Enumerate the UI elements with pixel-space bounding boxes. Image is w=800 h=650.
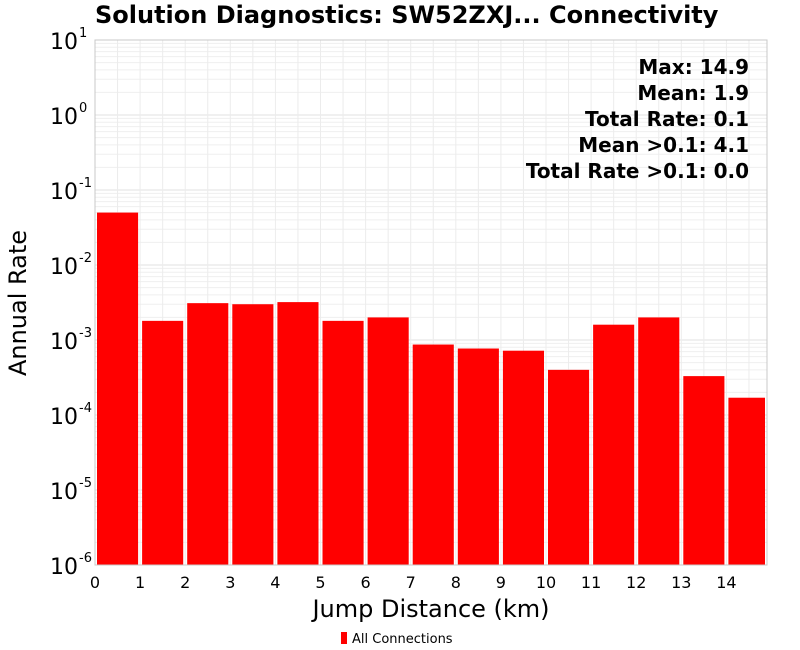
y-tick-label--2: 10 xyxy=(50,255,78,280)
y-tick-label-0: 10 xyxy=(50,105,78,130)
x-tick-label-10: 10 xyxy=(536,573,556,592)
bar-2 xyxy=(187,303,229,565)
x-tick-label-3: 3 xyxy=(225,573,235,592)
stat-annotation-1: Mean: 1.9 xyxy=(637,81,749,105)
x-tick-label-1: 1 xyxy=(135,573,145,592)
y-tick-exponent--3: -3 xyxy=(79,326,92,341)
plot-border xyxy=(94,39,768,566)
y-tick-exponent--4: -4 xyxy=(79,401,92,416)
stat-annotation-4: Total Rate >0.1: 0.0 xyxy=(526,159,749,183)
stat-annotation-0: Max: 14.9 xyxy=(638,55,749,79)
y-tick-exponent--5: -5 xyxy=(79,476,92,491)
x-tick-label-8: 8 xyxy=(451,573,461,592)
y-tick-exponent-1: 1 xyxy=(79,26,87,41)
bar-0 xyxy=(97,212,139,565)
x-tick-label-4: 4 xyxy=(270,573,280,592)
bar-12 xyxy=(638,317,680,565)
stat-annotation-3: Mean >0.1: 4.1 xyxy=(578,133,749,157)
legend-label-all-connections: All Connections xyxy=(352,632,453,647)
y-tick-label--3: 10 xyxy=(50,330,78,355)
x-tick-label-13: 13 xyxy=(671,573,691,592)
bar-9 xyxy=(502,350,545,565)
y-tick-exponent-0: 0 xyxy=(79,101,87,116)
x-tick-label-14: 14 xyxy=(716,573,736,592)
bar-14 xyxy=(728,397,765,565)
x-axis-label: Jump Distance (km) xyxy=(310,595,549,623)
x-tick-label-6: 6 xyxy=(361,573,371,592)
y-tick-exponent--2: -2 xyxy=(79,251,92,266)
y-tick-label--6: 10 xyxy=(50,555,78,580)
x-tick-label-2: 2 xyxy=(180,573,190,592)
bar-4 xyxy=(277,302,319,565)
x-tick-label-12: 12 xyxy=(626,573,646,592)
x-tick-label-9: 9 xyxy=(496,573,506,592)
y-axis-label: Annual Rate xyxy=(4,230,32,376)
bar-10 xyxy=(548,369,590,565)
x-tick-label-11: 11 xyxy=(581,573,601,592)
x-tick-label-5: 5 xyxy=(315,573,325,592)
bar-3 xyxy=(232,304,274,565)
y-tick-label-1: 10 xyxy=(50,30,78,55)
y-tick-exponent--6: -6 xyxy=(79,551,92,566)
y-tick-label--5: 10 xyxy=(50,480,78,505)
y-tick-exponent--1: -1 xyxy=(79,176,92,191)
legend: All Connections xyxy=(341,632,453,647)
bar-8 xyxy=(457,348,499,565)
x-tick-labels: 0 1 2 3 4 5 6 7 8 9 10 11 12 13 14 xyxy=(90,573,737,592)
x-tick-label-0: 0 xyxy=(90,573,100,592)
legend-swatch-all-connections xyxy=(341,632,347,644)
y-tick-label--1: 10 xyxy=(50,180,78,205)
x-tick-label-7: 7 xyxy=(406,573,416,592)
bar-11 xyxy=(593,324,635,565)
bar-5 xyxy=(322,320,364,565)
bar-6 xyxy=(367,317,409,565)
stat-annotation-2: Total Rate: 0.1 xyxy=(585,107,749,131)
bar-1 xyxy=(142,320,184,565)
bar-7 xyxy=(412,344,454,565)
bars xyxy=(97,212,765,565)
chart-title: Solution Diagnostics: SW52ZXJ... Connect… xyxy=(95,1,719,29)
bar-13 xyxy=(683,376,725,565)
y-tick-label--4: 10 xyxy=(50,405,78,430)
